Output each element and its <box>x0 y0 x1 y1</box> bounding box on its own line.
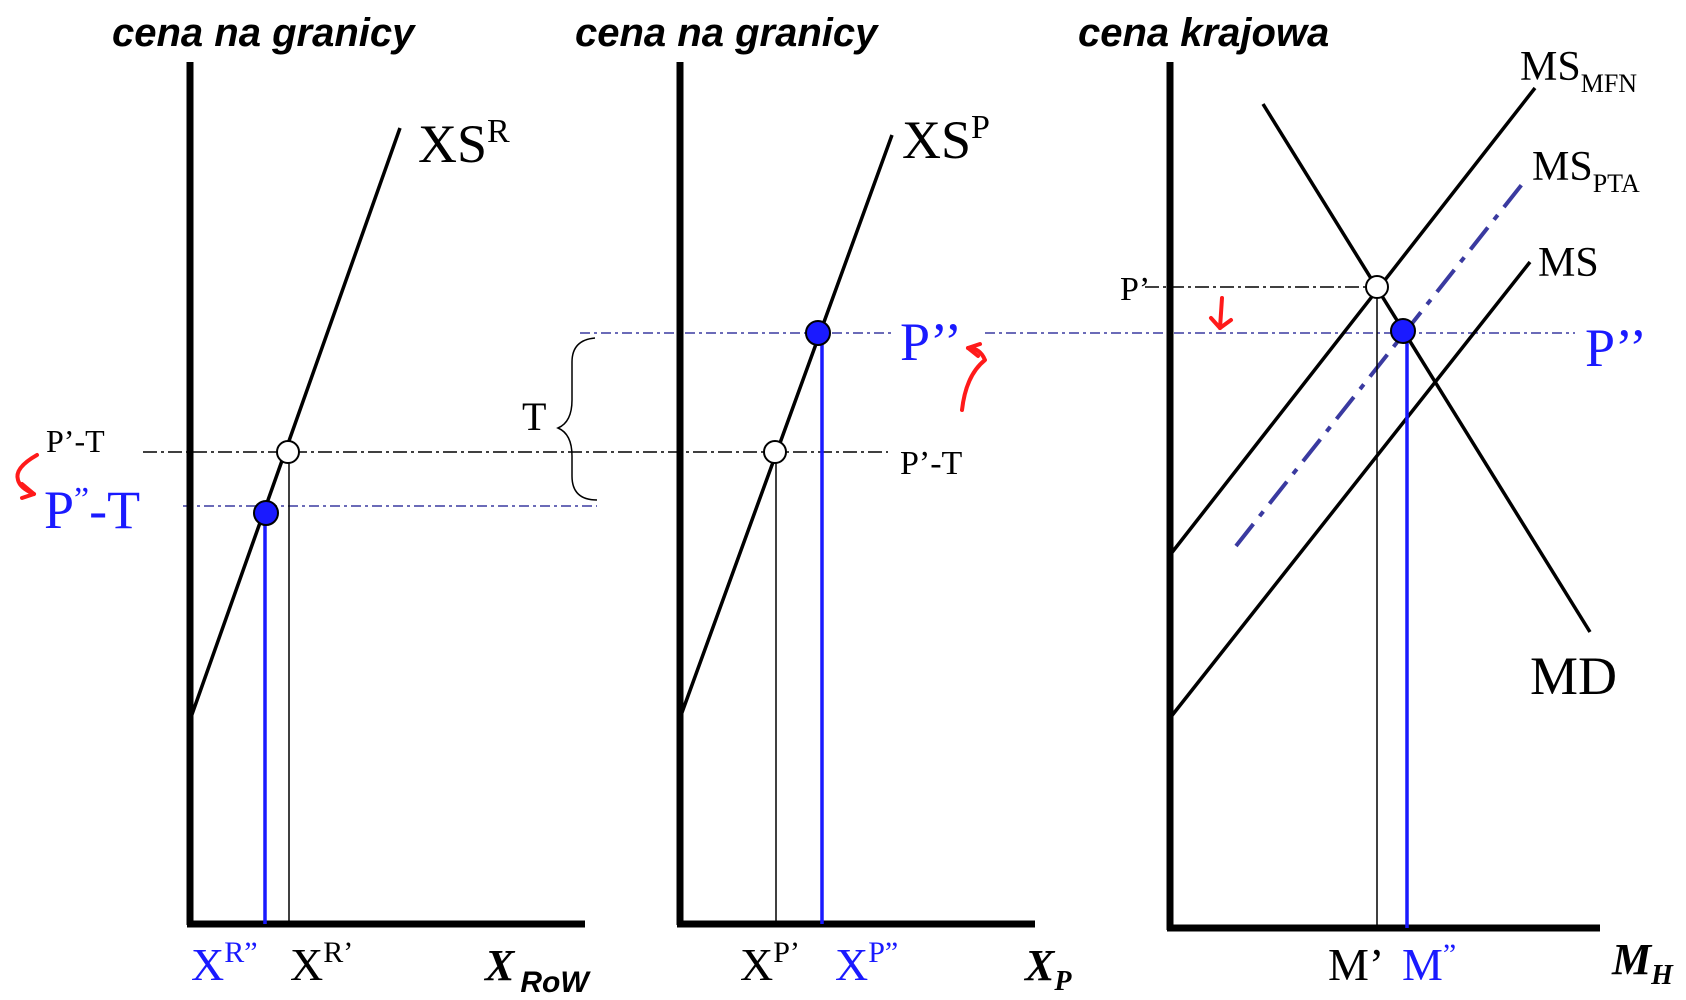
p-double-prime-label-middle: P’’ <box>900 312 962 372</box>
m-double-prime-label: M” <box>1402 938 1456 990</box>
p-prime-minus-t-label-middle: P’-T <box>900 445 963 482</box>
p-prime-label-right: P’ <box>1120 271 1150 308</box>
ms-mfn-label: MSMFN <box>1520 44 1637 98</box>
left-panel: XSR P’-T P”-T XR” XR’ X RoW <box>15 62 591 999</box>
right-price-drop-arrow <box>1218 296 1224 330</box>
middle-panel-title: cena na granicy <box>575 11 879 55</box>
p-double-prime-minus-t-label: P”-T <box>44 480 140 540</box>
right-panel: MSMFN MSPTA MS MD P’ P’’ M’ M” MH <box>1120 44 1674 991</box>
ms-mfn-curve <box>1168 86 1537 557</box>
middle-price-shift-arrowhead <box>966 342 982 358</box>
ms-pta-curve <box>1234 176 1529 548</box>
x-row-axis-label: X RoW <box>483 941 591 999</box>
tariff-brace <box>556 337 598 501</box>
new-equilibrium-point-middle <box>805 320 831 346</box>
left-panel-title: cena na granicy <box>112 11 416 55</box>
right-panel-title: cena krajowa <box>1078 11 1329 55</box>
xs-p-label: XSP <box>902 109 990 170</box>
xs-r-label: XSR <box>418 113 510 174</box>
md-curve <box>1261 103 1592 633</box>
md-label: MD <box>1530 646 1617 706</box>
ms-label: MS <box>1538 240 1599 286</box>
xr-double-prime-label: XR” <box>191 936 258 990</box>
m-prime-label: M’ <box>1328 939 1384 990</box>
ms-curve <box>1168 260 1532 720</box>
left-price-shift-arrowhead <box>20 482 36 500</box>
p-prime-minus-t-label-left: P’-T <box>46 423 105 459</box>
m-h-axis-label: MH <box>1611 935 1674 991</box>
middle-price-shift-arrow <box>960 346 987 412</box>
old-equilibrium-point-left <box>276 440 300 464</box>
xs-r-curve <box>188 127 402 721</box>
old-equilibrium-point-middle <box>763 440 787 464</box>
new-equilibrium-point-left <box>253 500 279 526</box>
xp-double-prime-label: XP” <box>835 936 898 990</box>
xs-p-curve <box>678 134 894 719</box>
middle-panel: XSP T P’’ P’-T XP’ XP” XP <box>522 62 1072 997</box>
p-double-prime-label-right: P’’ <box>1585 318 1647 378</box>
right-price-drop-arrowhead <box>1209 316 1233 330</box>
xr-prime-label: XR’ <box>290 936 353 990</box>
old-equilibrium-point-right <box>1365 275 1389 299</box>
tariff-label: T <box>522 394 546 439</box>
ms-pta-label: MSPTA <box>1532 144 1640 198</box>
xp-prime-label: XP’ <box>740 936 800 990</box>
new-equilibrium-point-right <box>1390 318 1416 344</box>
x-p-axis-label: XP <box>1023 941 1072 997</box>
